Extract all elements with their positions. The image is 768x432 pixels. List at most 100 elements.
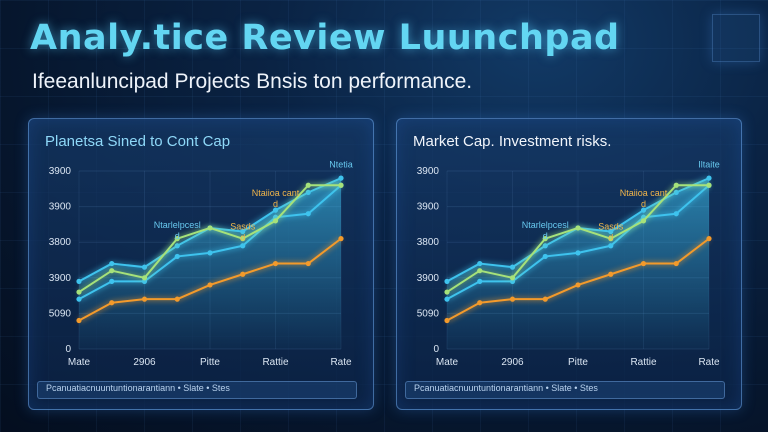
data-point xyxy=(542,253,548,260)
y-tick-label: 5090 xyxy=(417,308,440,319)
y-tick-label: 3800 xyxy=(417,237,440,248)
y-tick-label: 3900 xyxy=(417,202,440,213)
chart-panel-title: Planetsa Sined to Cont Cap xyxy=(45,133,231,150)
data-point xyxy=(608,243,614,249)
data-point xyxy=(76,296,82,302)
annotation-mark: d xyxy=(543,231,548,241)
line-chart-right: 0 5090 3900 3800 3900 3900 Mate 2906 Pitte Rattie… xyxy=(417,159,720,368)
data-point xyxy=(640,207,647,213)
data-point xyxy=(240,243,246,249)
annotation-mark: d xyxy=(608,233,613,243)
data-point xyxy=(608,236,614,242)
y-tick-label: 0 xyxy=(433,344,439,355)
data-point xyxy=(542,236,548,242)
chart-footer-text: Pcanuatiacnuuntuntionarantiann • Slate •… xyxy=(414,383,598,393)
y-tick-label: 3900 xyxy=(49,166,72,177)
annotation-mark: d xyxy=(240,233,245,243)
data-point xyxy=(174,243,180,249)
data-point xyxy=(640,218,647,224)
data-point xyxy=(174,236,180,242)
x-tick-label: Pitte xyxy=(200,357,220,368)
x-tick-label: 2906 xyxy=(133,357,156,368)
x-tick-label: Rate xyxy=(698,357,720,368)
y-tick-label: 3900 xyxy=(417,166,440,177)
data-point xyxy=(477,300,483,306)
data-point xyxy=(207,282,213,288)
data-point xyxy=(608,271,614,277)
data-point xyxy=(240,228,246,235)
data-point xyxy=(477,268,483,274)
data-point xyxy=(444,278,450,284)
annotation-label: Ntaiioa cant xyxy=(620,188,668,198)
annotation-label: Iltaite xyxy=(698,159,720,169)
data-point xyxy=(338,175,344,181)
annotation-label: Sasds xyxy=(230,222,256,232)
data-point xyxy=(338,182,344,188)
data-point xyxy=(477,278,483,284)
data-point xyxy=(141,264,148,270)
data-point xyxy=(477,260,483,267)
annotation-label: Ntarlelpcesl xyxy=(154,220,201,230)
data-point xyxy=(174,253,180,260)
data-point xyxy=(272,260,279,267)
data-point xyxy=(141,275,148,281)
page-subtitle: Ifeeanluncipad Projects Bnsis ton perfor… xyxy=(32,70,473,93)
data-point xyxy=(706,182,712,188)
data-point xyxy=(640,260,647,267)
data-point xyxy=(542,296,548,302)
y-tick-label: 3900 xyxy=(417,273,440,284)
data-point xyxy=(272,207,279,213)
data-point xyxy=(240,236,246,242)
data-point xyxy=(76,278,82,284)
x-tick-label: Mate xyxy=(436,357,459,368)
chart-footer-bar: Pcanuatiacnuuntuntionarantiann • Slate •… xyxy=(405,381,725,399)
line-chart-left: 0 5090 3900 3800 3900 3900 Mate 2906 Pitte Rattie… xyxy=(49,159,353,368)
y-tick-label: 0 xyxy=(65,344,71,355)
data-point xyxy=(444,296,450,302)
data-point xyxy=(509,264,516,270)
data-point xyxy=(76,289,82,295)
data-point xyxy=(608,228,614,235)
data-point xyxy=(109,300,115,306)
data-point xyxy=(141,296,148,302)
data-point xyxy=(207,250,213,256)
x-tick-label: Rattie xyxy=(262,357,289,368)
chart-panel-right: Market Cap. Investment risks. 0 5090 3900 3… xyxy=(396,118,742,410)
data-point xyxy=(207,225,213,231)
data-point xyxy=(109,278,115,284)
data-point xyxy=(706,236,712,242)
data-point xyxy=(509,278,516,284)
data-point xyxy=(272,218,279,224)
data-point xyxy=(305,260,311,267)
data-point xyxy=(444,317,450,324)
data-point xyxy=(109,260,115,267)
data-point xyxy=(305,182,311,188)
data-point xyxy=(673,182,679,188)
y-tick-label: 3900 xyxy=(49,273,72,284)
chart-panel-title: Market Cap. Investment risks. xyxy=(413,133,612,150)
x-tick-label: 2906 xyxy=(501,357,524,368)
data-point xyxy=(305,211,311,217)
x-tick-label: Rate xyxy=(330,357,352,368)
data-point xyxy=(338,236,344,242)
chart-panel-left: Planetsa Sined to Cont Cap 0 5090 3900 3800… xyxy=(28,118,374,410)
chart-footer-bar: Pcanuatiacnuuntuntionarantiann • Slate •… xyxy=(37,381,357,399)
page-title: Analy.tice Review Luunchpad xyxy=(30,18,620,58)
decorative-square xyxy=(712,14,760,62)
data-point xyxy=(673,189,679,195)
data-point xyxy=(174,296,180,302)
data-point xyxy=(509,296,516,302)
annotation-mark: d xyxy=(175,231,180,241)
data-point xyxy=(240,271,246,277)
data-point xyxy=(575,250,581,256)
data-point xyxy=(444,289,450,295)
data-point xyxy=(575,225,581,231)
y-tick-label: 3800 xyxy=(49,237,72,248)
y-tick-label: 3900 xyxy=(49,202,72,213)
chart-footer-text: Pcanuatiacnuuntuntionarantiann • Slate •… xyxy=(46,383,230,393)
x-tick-label: Rattie xyxy=(630,357,657,368)
annotation-mark: d xyxy=(641,199,646,209)
data-point xyxy=(141,278,148,284)
data-point xyxy=(575,282,581,288)
data-point xyxy=(109,268,115,274)
